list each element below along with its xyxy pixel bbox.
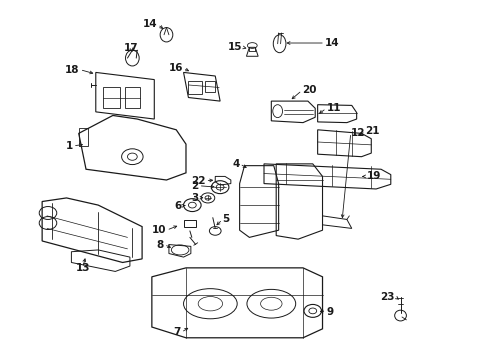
- Text: 14: 14: [143, 19, 158, 30]
- Text: 12: 12: [350, 128, 365, 138]
- Bar: [125, 87, 140, 108]
- Text: 11: 11: [326, 103, 340, 113]
- Text: 1: 1: [65, 141, 73, 151]
- Text: 3: 3: [191, 193, 198, 203]
- Text: 19: 19: [366, 171, 380, 181]
- Text: 15: 15: [227, 42, 242, 52]
- Text: 6: 6: [175, 201, 182, 211]
- Bar: [79, 128, 88, 146]
- Text: 2: 2: [191, 181, 198, 191]
- Bar: [103, 87, 120, 108]
- Text: 10: 10: [152, 225, 166, 235]
- Bar: [188, 81, 202, 94]
- Text: 9: 9: [326, 307, 333, 317]
- Text: 4: 4: [232, 159, 239, 169]
- Text: 16: 16: [168, 63, 183, 73]
- Text: 20: 20: [302, 85, 316, 95]
- Text: 5: 5: [222, 215, 229, 224]
- Text: 8: 8: [157, 239, 163, 249]
- Text: 13: 13: [75, 263, 90, 273]
- Text: 14: 14: [325, 38, 339, 48]
- Text: 22: 22: [191, 176, 205, 186]
- Text: 17: 17: [124, 43, 139, 53]
- Bar: [205, 81, 215, 92]
- Text: 21: 21: [365, 126, 379, 136]
- Text: 18: 18: [65, 64, 80, 75]
- Bar: [183, 220, 195, 227]
- Text: 7: 7: [173, 327, 181, 337]
- Text: 23: 23: [379, 292, 394, 302]
